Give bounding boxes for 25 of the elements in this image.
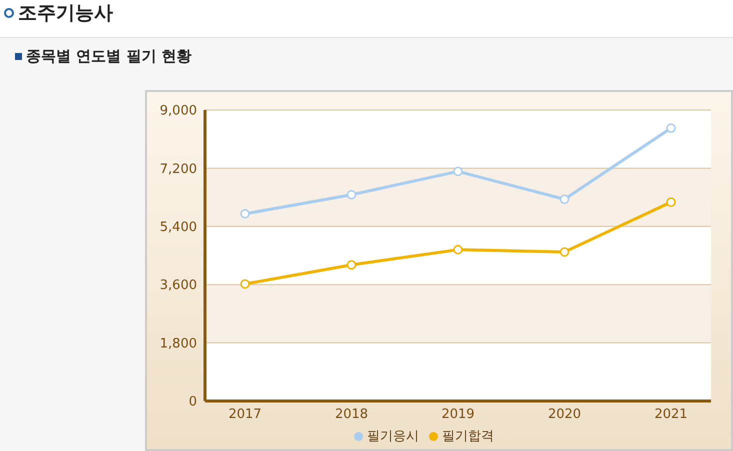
point: [346, 260, 356, 270]
point: [240, 209, 250, 219]
x-tick-label: 2021: [654, 407, 688, 422]
x-tick-label: 2018: [334, 407, 368, 422]
point: [240, 279, 250, 289]
chart-title: 조주기능사: [17, 1, 113, 26]
x-tick-label: 2017: [228, 407, 262, 422]
y-tick-label: 5,400: [160, 220, 197, 236]
legend-label: 필기합격: [442, 429, 494, 444]
x-tick-label: 2020: [548, 407, 582, 422]
y-tick-label: 9,000: [160, 104, 197, 119]
point: [560, 194, 570, 204]
point: [666, 197, 676, 207]
point: [453, 166, 463, 176]
point: [666, 123, 676, 133]
y-tick-label: 0: [188, 394, 197, 410]
y-tick-label: 7,200: [160, 162, 197, 177]
point: [560, 247, 570, 257]
point: [453, 244, 463, 254]
legend-label: 필기응시: [367, 429, 419, 444]
y-tick-label: 3,600: [160, 278, 197, 294]
point: [346, 190, 356, 200]
x-tick-label: 2019: [441, 407, 475, 422]
chart-subtitle: 종목별 연도별 필기 현황: [25, 47, 192, 66]
y-tick-label: 1,800: [160, 336, 197, 352]
